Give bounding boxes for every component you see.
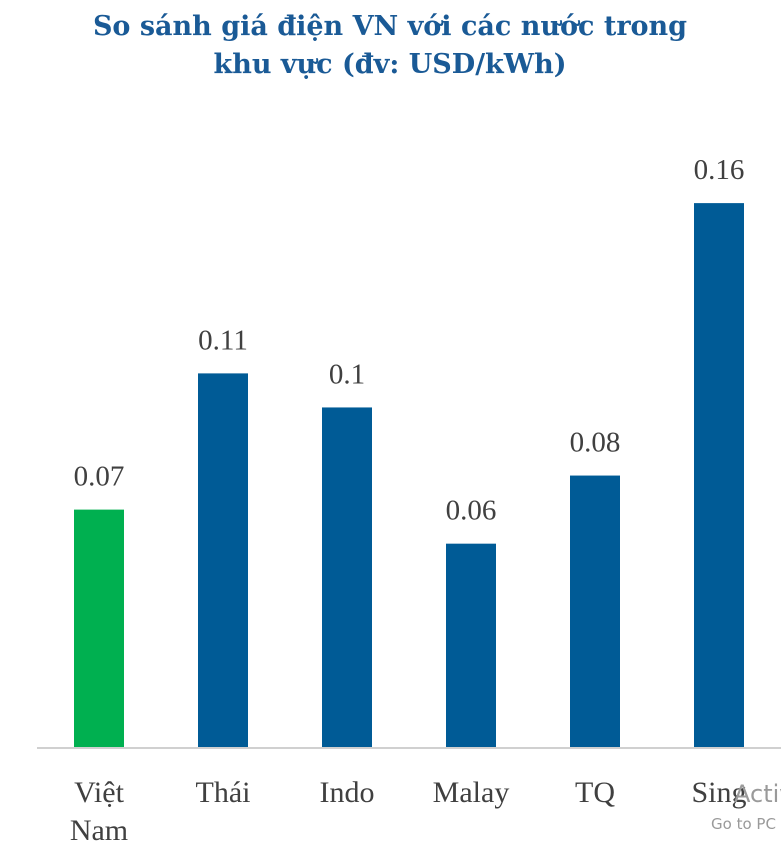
watermark: Activat — [734, 780, 781, 808]
bar — [322, 407, 372, 748]
bar — [570, 475, 620, 748]
value-label: 0.07 — [74, 461, 125, 493]
value-label: 0.06 — [446, 495, 497, 527]
value-label: 0.08 — [570, 427, 621, 459]
chart-title: So sánh giá điện VN với các nước trong k… — [92, 11, 688, 80]
bar — [198, 373, 248, 748]
bar — [74, 509, 124, 748]
x-tick-label: Việt Nam — [69, 776, 129, 847]
x-tick-label: TQ — [575, 776, 615, 809]
bar — [446, 543, 496, 748]
watermark: Go to PC — [711, 815, 776, 833]
value-label: 0.16 — [694, 154, 745, 186]
x-tick-label: Thái — [195, 776, 251, 809]
x-tick-label: Sing — [691, 776, 747, 809]
x-tick-label: Indo — [319, 776, 375, 809]
x-tick-label: Malay — [432, 776, 510, 809]
bar — [694, 203, 744, 749]
value-label: 0.11 — [198, 324, 248, 356]
value-label: 0.1 — [329, 358, 365, 390]
